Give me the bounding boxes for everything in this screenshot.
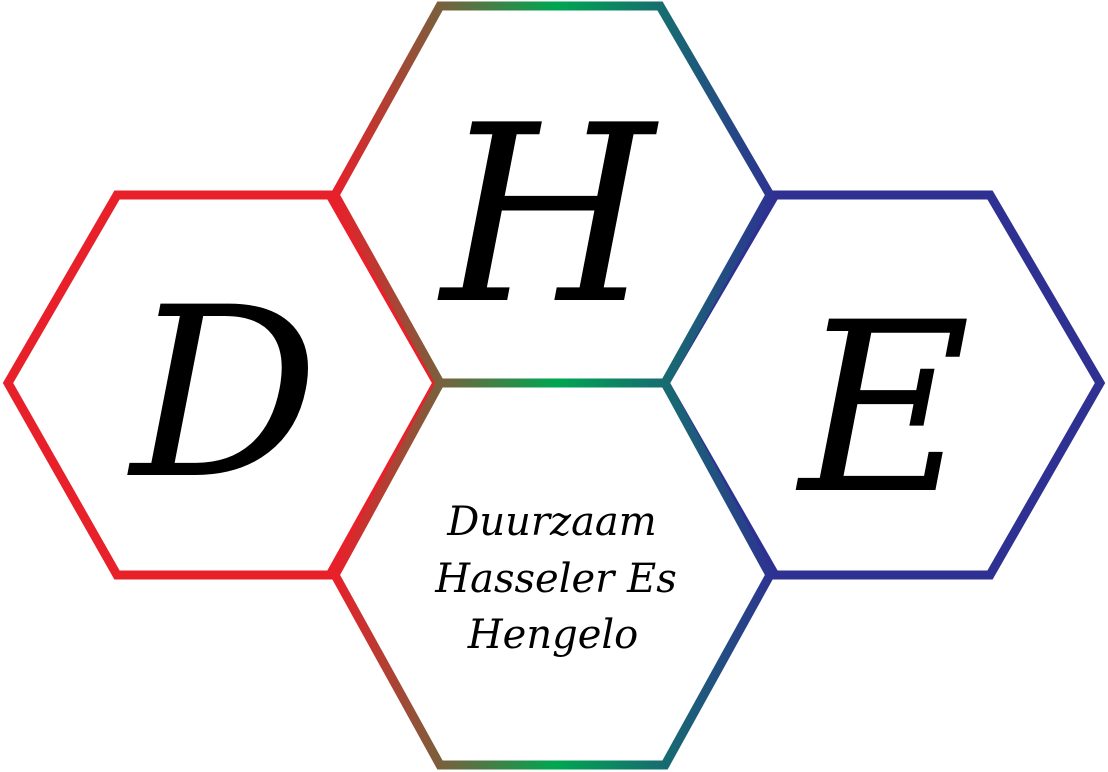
letter-h: H xyxy=(437,73,659,358)
hexagon-bottom xyxy=(329,378,776,770)
letter-d: D xyxy=(127,258,319,531)
tagline-line-2: Hasseler Es xyxy=(434,556,676,602)
tagline-line-1: Duurzaam xyxy=(446,499,656,545)
letter-e: E xyxy=(795,273,971,546)
tagline-line-3: Hengelo xyxy=(467,612,638,658)
